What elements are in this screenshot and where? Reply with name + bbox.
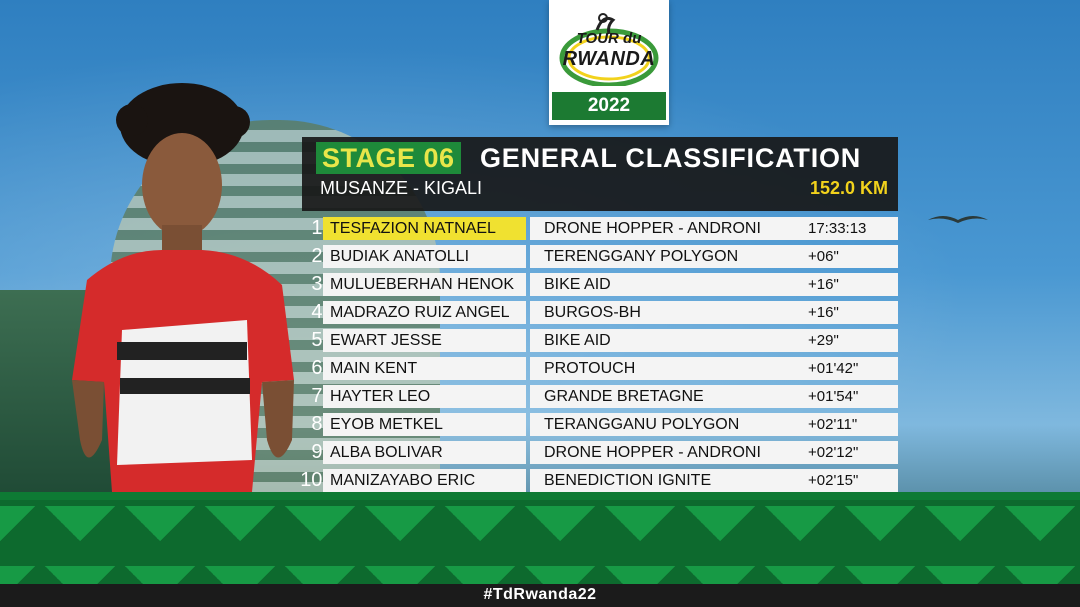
logo-year: 2022	[552, 92, 666, 120]
rider-name: TESFAZION NATNAEL	[330, 220, 496, 237]
team-cell: TERENGGANY POLYGON +06"	[530, 245, 898, 268]
rider-name: BUDIAK ANATOLLI	[330, 248, 470, 265]
green-pattern-band	[0, 492, 1080, 584]
team-cell: BIKE AID +29"	[530, 329, 898, 352]
green-band-edge	[0, 492, 1080, 500]
standings-row: 4. MADRAZO RUIZ ANGEL BURGOS-BH +16"	[290, 300, 900, 328]
standings-row: 6. MAIN KENT PROTOUCH +01'42"	[290, 356, 900, 384]
bird-icon	[928, 216, 988, 223]
rider-name: EWART JESSE	[330, 332, 442, 349]
rider-time: +29"	[808, 332, 839, 349]
team-cell: GRANDE BRETAGNE +01'54"	[530, 385, 898, 408]
rider-time: +01'54"	[808, 388, 859, 405]
rider-time: 17:33:13	[808, 220, 867, 237]
classification-header: STAGE 06 GENERAL CLASSIFICATION MUSANZE …	[302, 137, 898, 211]
team-cell: DRONE HOPPER - ANDRONI 17:33:13	[530, 217, 898, 240]
team-cell: BIKE AID +16"	[530, 273, 898, 296]
team-name: PROTOUCH	[544, 360, 636, 377]
team-name: GRANDE BRETAGNE	[544, 388, 704, 405]
stage-label: STAGE 06	[316, 142, 461, 174]
rider-name-cell: ALBA BOLIVAR	[323, 441, 526, 464]
rider-name-cell: MAIN KENT	[323, 357, 526, 380]
rider-name-cell: MANIZAYABO ERIC	[323, 469, 526, 492]
rider-name: ALBA BOLIVAR	[330, 444, 443, 461]
tour-du-rwanda-logo: TOUR du RWANDA 2022	[549, 0, 669, 125]
rider-name-cell: EWART JESSE	[323, 329, 526, 352]
team-name: TERANGGANU POLYGON	[544, 416, 740, 433]
team-cell: BENEDICTION IGNITE +02'15"	[530, 469, 898, 492]
rider-name: MADRAZO RUIZ ANGEL	[330, 304, 510, 321]
rider-time: +02'12"	[808, 444, 859, 461]
standings-row: 2. BUDIAK ANATOLLI TERENGGANY POLYGON +06…	[290, 244, 900, 272]
logo-bottom-text: RWANDA	[562, 48, 656, 70]
hashtag-footer: #TdRwanda22	[0, 584, 1080, 607]
rider-time: +02'11"	[808, 416, 858, 433]
standings-row: 1. TESFAZION NATNAEL DRONE HOPPER - ANDR…	[290, 216, 900, 244]
standings-row: 7. HAYTER LEO GRANDE BRETAGNE +01'54"	[290, 384, 900, 412]
logo-top-text: TOUR du	[576, 30, 642, 47]
team-cell: PROTOUCH +01'42"	[530, 357, 898, 380]
rider-name-cell: MADRAZO RUIZ ANGEL	[323, 301, 526, 324]
rider-name-cell: HAYTER LEO	[323, 385, 526, 408]
team-name: DRONE HOPPER - ANDRONI	[544, 444, 761, 461]
rider-time: +02'15"	[808, 472, 859, 489]
rider-name: MAIN KENT	[330, 360, 418, 377]
standings-row: 9. ALBA BOLIVAR DRONE HOPPER - ANDRONI +0…	[290, 440, 900, 468]
rider-name-cell: BUDIAK ANATOLLI	[323, 245, 526, 268]
team-cell: TERANGGANU POLYGON +02'11"	[530, 413, 898, 436]
team-name: BENEDICTION IGNITE	[544, 472, 712, 489]
rider-time: +01'42"	[808, 360, 859, 377]
distance-label: 152.0 KM	[809, 178, 888, 198]
classification-title: GENERAL CLASSIFICATION	[480, 143, 862, 173]
team-name: BIKE AID	[544, 276, 611, 293]
team-name: TERENGGANY POLYGON	[544, 248, 739, 265]
position-number: 10.	[300, 469, 328, 491]
standings-row: 8. EYOB METKEL TERANGGANU POLYGON +02'11"	[290, 412, 900, 440]
rider-name: MULUEBERHAN HENOK	[330, 276, 515, 293]
standings-row: 10. MANIZAYABO ERIC BENEDICTION IGNITE +0…	[290, 468, 900, 496]
team-cell: DRONE HOPPER - ANDRONI +02'12"	[530, 441, 898, 464]
rider-time: +16"	[808, 304, 839, 321]
standings-row: 3. MULUEBERHAN HENOK BIKE AID +16"	[290, 272, 900, 300]
rider-photo	[72, 83, 294, 492]
standings-table: 1. TESFAZION NATNAEL DRONE HOPPER - ANDR…	[290, 216, 900, 496]
team-name: DRONE HOPPER - ANDRONI	[544, 220, 761, 237]
rider-name: EYOB METKEL	[330, 416, 443, 433]
wheel-icon	[559, 13, 659, 86]
route-label: MUSANZE - KIGALI	[320, 178, 483, 198]
rider-name: HAYTER LEO	[330, 388, 431, 405]
team-cell: BURGOS-BH +16"	[530, 301, 898, 324]
team-name: BURGOS-BH	[544, 304, 641, 321]
rider-name-cell: MULUEBERHAN HENOK	[323, 273, 526, 296]
team-name: BIKE AID	[544, 332, 611, 349]
rider-name-cell: TESFAZION NATNAEL	[323, 217, 526, 240]
standings-row: 5. EWART JESSE BIKE AID +29"	[290, 328, 900, 356]
rider-time: +06"	[808, 248, 839, 265]
rider-time: +16"	[808, 276, 839, 293]
rider-name: MANIZAYABO ERIC	[330, 472, 476, 489]
rider-name-cell: EYOB METKEL	[323, 413, 526, 436]
